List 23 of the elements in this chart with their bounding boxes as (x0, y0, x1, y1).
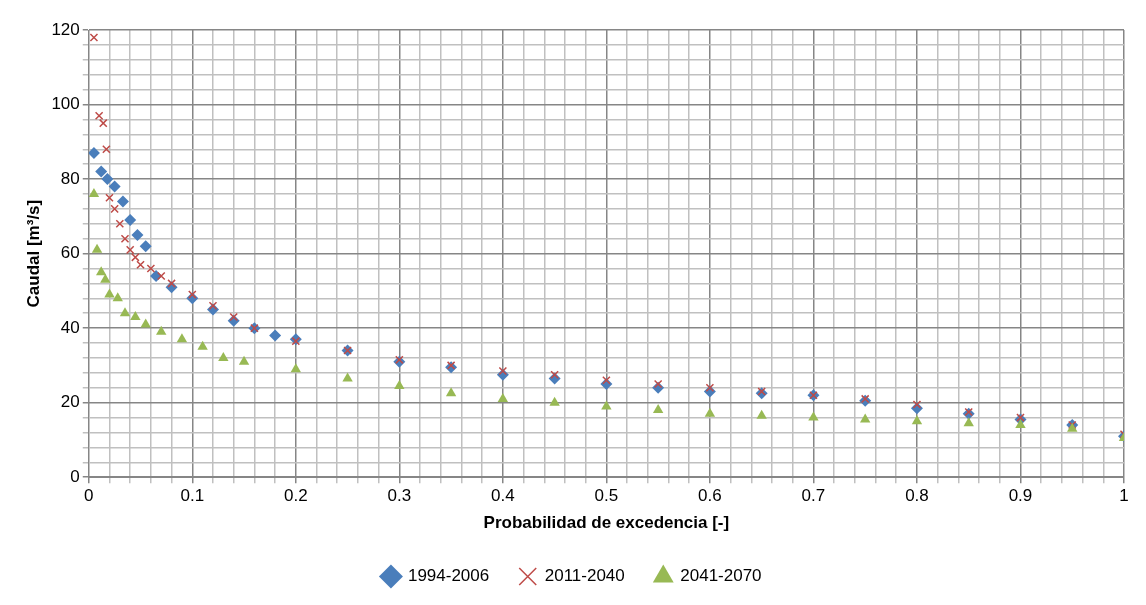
y-tick-label: 60 (60, 243, 80, 263)
legend-label: 2041-2070 (680, 566, 762, 586)
x-tick-label: 0.7 (801, 486, 826, 506)
legend-label: 1994-2006 (407, 566, 490, 586)
x-tick-label: 0.1 (180, 486, 205, 506)
y-axis-title: Caudal [m³/s] (23, 199, 43, 308)
x-tick-label: 0.8 (905, 486, 929, 506)
x-tick-label: 0.6 (698, 486, 722, 506)
x-tick-label: 0.3 (387, 486, 412, 506)
y-tick-label: 80 (60, 168, 80, 188)
y-tick-label: 100 (51, 94, 80, 114)
x-tick-label: 0.5 (594, 486, 619, 506)
x-tick-label: 0.9 (1008, 486, 1033, 506)
y-tick-label: 120 (51, 19, 80, 39)
x-axis-title: Probabilidad de excedencia [-] (483, 513, 730, 533)
x-tick-label: 1 (1119, 486, 1129, 506)
y-tick-label: 20 (60, 392, 80, 412)
y-tick-label: 0 (70, 466, 80, 486)
legend-label: 2011-2040 (544, 566, 625, 586)
x-tick-label: 0 (84, 486, 94, 506)
y-tick-label: 40 (60, 317, 80, 337)
x-tick-label: 0.2 (283, 486, 308, 506)
x-tick-label: 0.4 (491, 486, 515, 506)
